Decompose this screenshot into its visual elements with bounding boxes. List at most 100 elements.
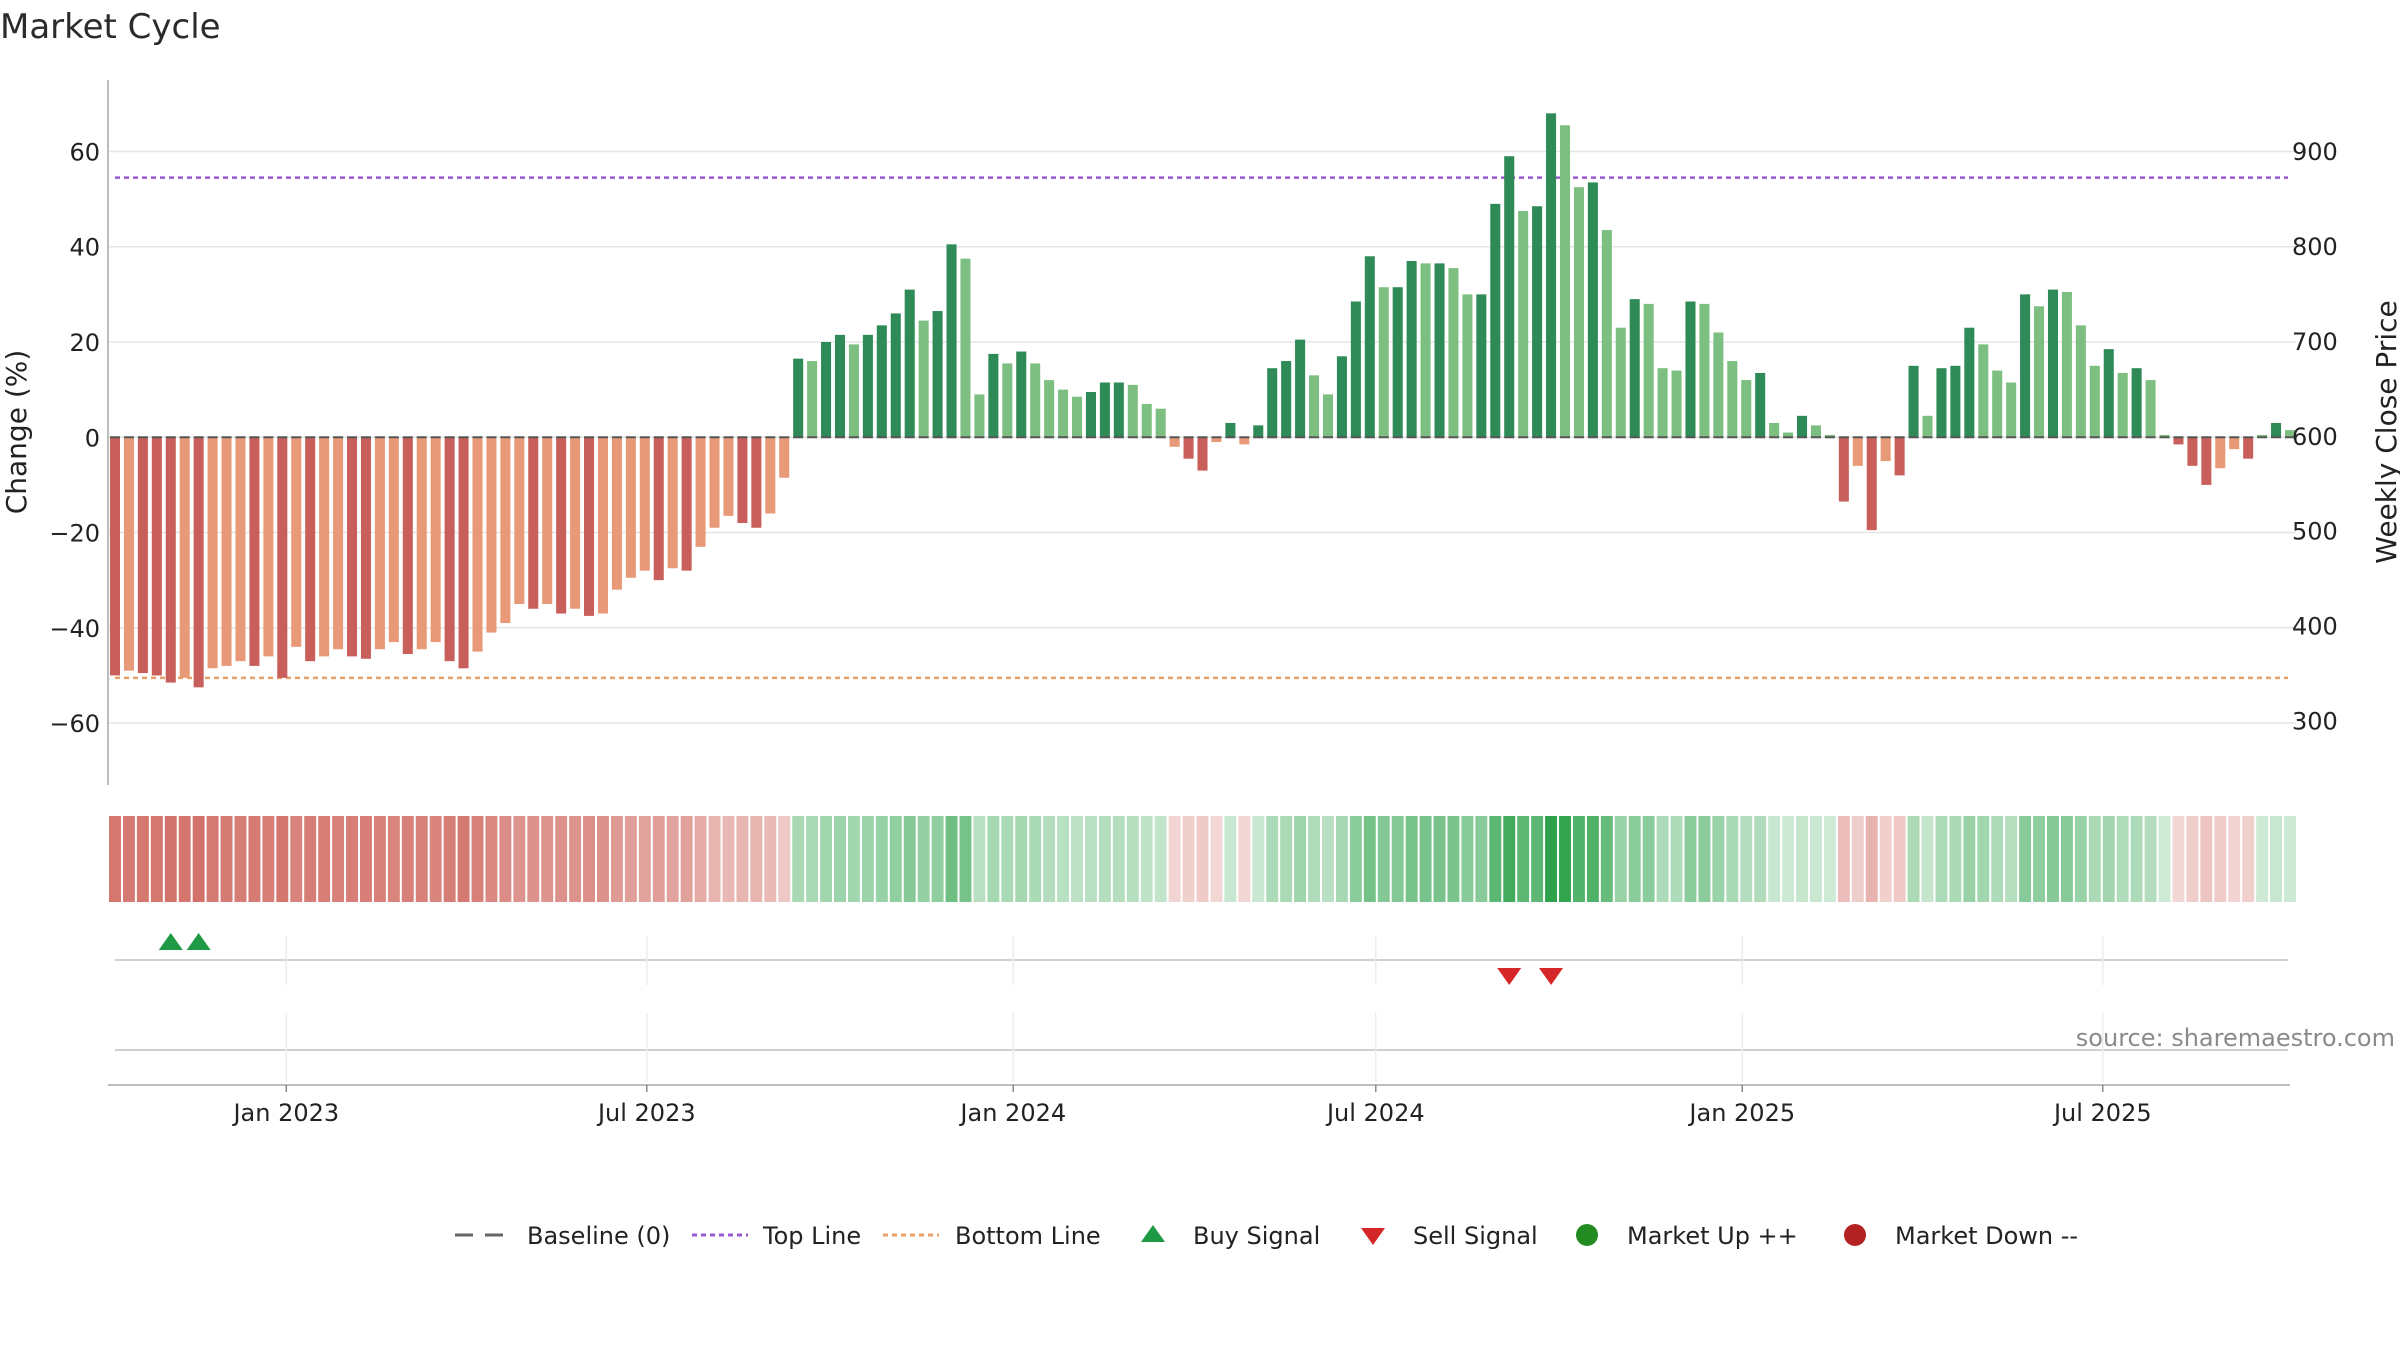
change-bar (179, 437, 190, 678)
change-bar (1476, 294, 1487, 438)
x-tick-label: Jan 2025 (1687, 1099, 1795, 1127)
y-tick-label-left: −60 (49, 710, 100, 738)
heat-cell (1266, 816, 1279, 902)
change-bar (974, 394, 985, 438)
heat-cell (1126, 816, 1139, 902)
y-tick-label-left: 60 (69, 138, 100, 166)
change-bar (486, 437, 497, 633)
heat-cell (973, 816, 986, 902)
change-bar (1741, 380, 1752, 438)
change-bar (1155, 408, 1166, 438)
legend-triangle-up-symbol (1141, 1225, 1165, 1242)
heat-cell (1071, 816, 1083, 902)
change-bar (2229, 437, 2240, 450)
legend-label: Top Line (762, 1222, 861, 1250)
heat-cell (945, 816, 958, 902)
y-tick-label-right: 500 (2292, 518, 2338, 546)
change-bar (2284, 430, 2296, 438)
heat-cell (666, 816, 679, 902)
buy-signal-marker (158, 933, 183, 950)
change-bar (2075, 325, 2086, 438)
change-bar (876, 325, 887, 438)
heat-cell (1768, 816, 1781, 902)
source-note: source: sharemaestro.com (2076, 1024, 2395, 1052)
change-bar (416, 437, 427, 650)
change-bar (263, 437, 274, 657)
change-bar (2243, 437, 2254, 459)
heat-cell (2242, 816, 2255, 902)
heat-cell (569, 816, 582, 902)
heat-cell (346, 816, 358, 902)
change-bar (723, 437, 734, 516)
change-bar (1392, 287, 1403, 438)
heat-cell (332, 816, 345, 902)
heat-cell (443, 816, 456, 902)
change-bar (1824, 434, 1835, 438)
x-tick-label: Jan 2023 (231, 1099, 339, 1127)
heat-cell (234, 816, 247, 902)
heat-cell (471, 816, 484, 902)
change-bar (1127, 384, 1138, 438)
heat-cell (917, 816, 930, 902)
change-bar (793, 358, 804, 438)
change-bar (807, 361, 818, 438)
legend-label: Bottom Line (955, 1222, 1101, 1250)
heat-cell (624, 816, 637, 902)
heat-cell (1377, 816, 1390, 902)
y-tick-label-right: 300 (2292, 707, 2338, 735)
change-bar (1797, 415, 1808, 438)
signal-panel (115, 933, 2288, 985)
heat-cell (903, 816, 916, 902)
change-bar (1350, 301, 1361, 438)
change-bar (765, 437, 776, 514)
change-bar (444, 437, 455, 662)
heat-cell (1419, 816, 1432, 902)
legend-item: Baseline (0) (455, 1222, 670, 1250)
heat-cell (541, 816, 554, 902)
heat-cell (861, 816, 874, 902)
legend-label: Market Up ++ (1627, 1222, 1798, 1250)
change-bar (821, 341, 832, 438)
heat-cell (597, 816, 609, 902)
legend-circle-symbol (1844, 1224, 1866, 1246)
heat-cell (2270, 816, 2283, 902)
heat-cell (429, 816, 442, 902)
legend-item: Bottom Line (883, 1222, 1101, 1250)
change-bar (1699, 303, 1710, 438)
change-bar (319, 437, 330, 657)
heat-cell (1935, 816, 1948, 902)
heat-cell (1322, 816, 1334, 902)
heat-cell (610, 816, 623, 902)
heat-cell (1809, 816, 1822, 902)
change-bar (639, 437, 650, 571)
heat-cell (1308, 816, 1321, 902)
change-bar (1992, 370, 2003, 438)
y-tick-label-right: 800 (2292, 233, 2338, 261)
change-bar (1908, 365, 1919, 438)
heat-cell (1391, 816, 1404, 902)
heat-cell (931, 816, 944, 902)
heat-cell (764, 816, 777, 902)
change-bar (751, 437, 762, 528)
change-bar (347, 437, 358, 657)
heat-cell (527, 816, 540, 902)
change-bar (1546, 113, 1557, 438)
heat-cell (1796, 816, 1808, 902)
change-bar (277, 437, 288, 678)
legend-item: Buy Signal (1141, 1222, 1320, 1250)
heat-cell (2116, 816, 2129, 902)
heat-cell (750, 816, 763, 902)
change-bar (2034, 306, 2045, 438)
heat-cell (304, 816, 317, 902)
heat-cell (1517, 816, 1530, 902)
market-panel (115, 1013, 2288, 1082)
heat-cell (1893, 816, 1906, 902)
heat-cell (1600, 816, 1613, 902)
heat-cell (875, 816, 888, 902)
change-bar (1629, 299, 1640, 438)
change-bar (653, 437, 664, 581)
heat-cell (722, 816, 735, 902)
y-tick-label-left: 20 (69, 329, 100, 357)
change-bar (1183, 437, 1194, 459)
heat-cell (2130, 816, 2143, 902)
